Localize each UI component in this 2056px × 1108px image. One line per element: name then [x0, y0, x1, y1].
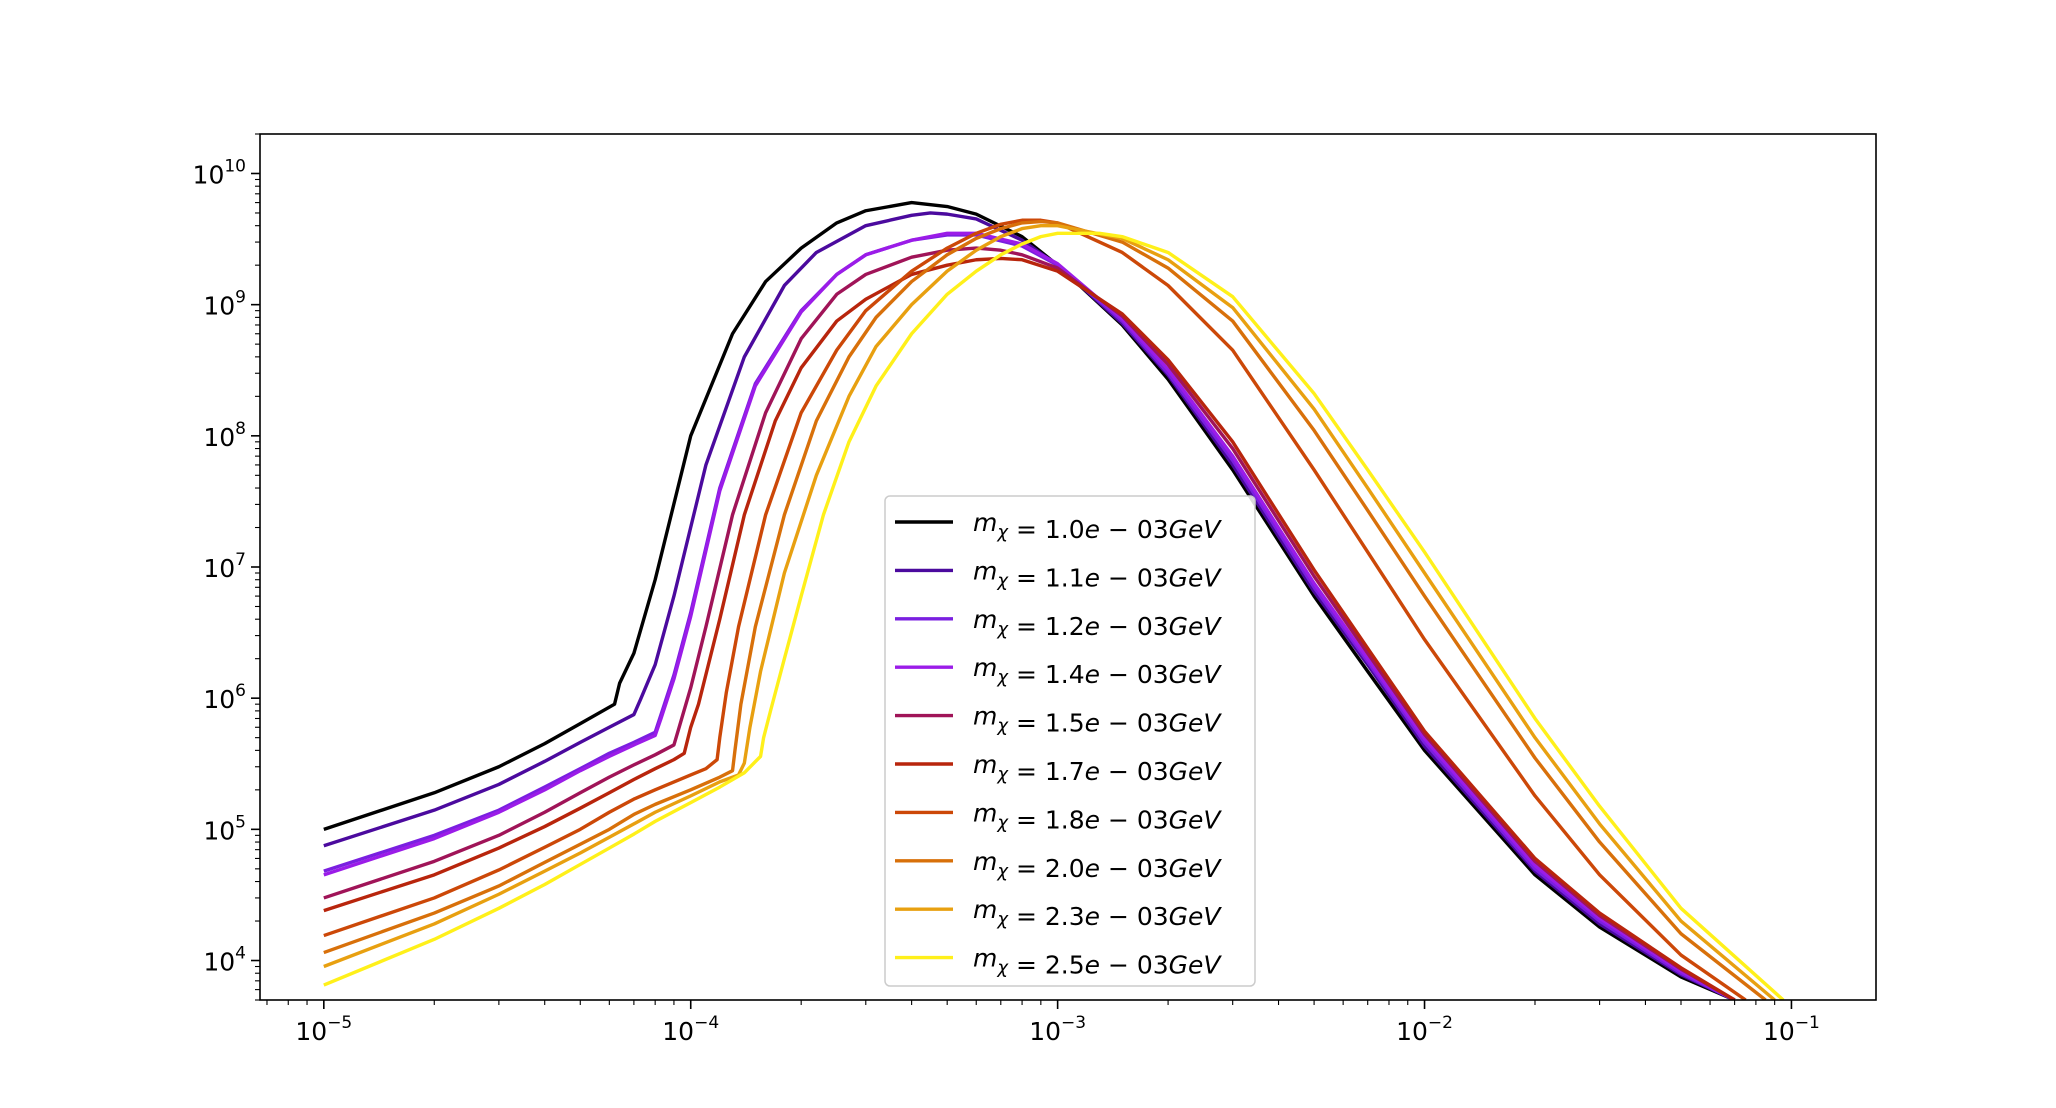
- x-tick-label-2: 10−3: [1029, 1013, 1086, 1046]
- y-tick-label-3: 107: [203, 550, 246, 583]
- legend-entry-5: mχ = 1.7e − 03GeV: [973, 750, 1222, 786]
- series-line-1: [323, 211, 1736, 1000]
- series-layer: [323, 200, 1785, 1000]
- legend-entry-8: mχ = 2.3e − 03GeV: [973, 895, 1222, 931]
- series-line-3: [323, 231, 1736, 1000]
- y-tick-label-4: 108: [203, 419, 246, 452]
- legend-entry-1: mχ = 1.1e − 03GeV: [973, 556, 1222, 592]
- series-line-0: [323, 200, 1736, 1000]
- legend-entry-6: mχ = 1.8e − 03GeV: [973, 798, 1222, 834]
- series-line-6: [323, 218, 1747, 1000]
- x-tick-label-1: 10−4: [662, 1013, 719, 1046]
- ticks-layer: 10−5 10−4 10−3 10−2 10−1 104 105 106 107 108 109 10…: [193, 133, 1820, 1046]
- legend-entry-9: mχ = 2.5e − 03GeV: [973, 944, 1222, 980]
- x-tick-label-4: 10−1: [1763, 1013, 1820, 1046]
- series-line-7: [323, 219, 1767, 1000]
- y-tick-label-5: 109: [203, 288, 246, 321]
- legend: mχ = 1.0e − 03GeV mχ = 1.1e − 03GeV mχ = 1…: [884, 495, 1256, 987]
- legend-entry-0: mχ = 1.0e − 03GeV: [973, 508, 1222, 544]
- series-line-9: [323, 231, 1785, 1000]
- legend-entry-7: mχ = 2.0e − 03GeV: [973, 847, 1222, 883]
- y-tick-label-0: 104: [203, 944, 246, 977]
- legend-box: [884, 495, 1256, 987]
- series-line-5: [323, 256, 1736, 1000]
- series-line-4: [323, 246, 1736, 1000]
- series-line-8: [323, 223, 1776, 1000]
- legend-entry-4: mχ = 1.5e − 03GeV: [973, 702, 1222, 738]
- x-tick-label-0: 10−5: [295, 1013, 352, 1046]
- y-tick-label-6: 1010: [193, 156, 246, 189]
- y-tick-label-2: 106: [203, 681, 246, 714]
- legend-entry-3: mχ = 1.4e − 03GeV: [973, 653, 1222, 689]
- y-tick-label-1: 105: [203, 812, 246, 845]
- x-tick-label-3: 10−2: [1396, 1013, 1453, 1046]
- legend-entry-2: mχ = 1.2e − 03GeV: [973, 605, 1222, 641]
